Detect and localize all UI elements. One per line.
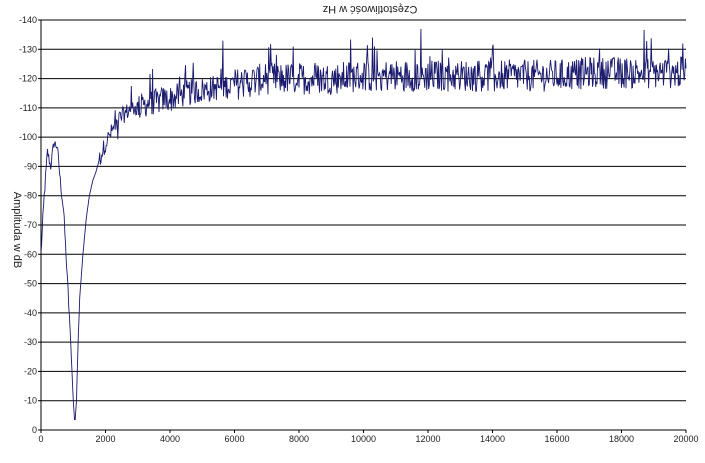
y-tick-label: -140: [19, 15, 37, 25]
y-tick-label: -110: [20, 103, 37, 113]
x-tick-label: 16000: [544, 434, 569, 444]
x-tick-label: 2000: [95, 434, 115, 444]
x-tick-label: 6000: [224, 434, 244, 444]
x-tick-label: 0: [38, 434, 43, 444]
x-tick-label: 14000: [480, 434, 505, 444]
y-tick-label: -100: [19, 132, 37, 142]
y-tick-label: -30: [24, 337, 37, 347]
x-tick-label: 20000: [673, 434, 698, 444]
y-tick-label: -70: [24, 220, 37, 230]
x-tick-label: 4000: [160, 434, 180, 444]
x-tick-label: 10000: [351, 434, 376, 444]
y-tick-label: -10: [24, 396, 37, 406]
x-tick-label: 12000: [415, 434, 440, 444]
y-tick-label: -120: [19, 74, 37, 84]
tick-labels: 0 -10 -20 -30 -40 -50 -60 -70 -80 -90 -100 -110 -120…: [19, 15, 699, 444]
x-tick-label: 8000: [289, 434, 309, 444]
y-tick-label: 0: [32, 425, 37, 435]
y-tick-label: -40: [24, 308, 37, 318]
y-axis-label: Amplituda w dB: [11, 192, 23, 268]
series: [40, 28, 687, 420]
series-line: [40, 28, 687, 420]
x-tick-label: 18000: [609, 434, 634, 444]
y-tick-label: -130: [19, 44, 37, 54]
y-tick-label: -20: [24, 366, 37, 376]
y-tick-label: -50: [24, 279, 37, 289]
y-tick-label: -80: [24, 191, 37, 201]
y-tick-label: -90: [24, 161, 37, 171]
y-tick-label: -60: [24, 249, 37, 259]
chart-title: Częstotliwość w Hz: [323, 3, 418, 15]
